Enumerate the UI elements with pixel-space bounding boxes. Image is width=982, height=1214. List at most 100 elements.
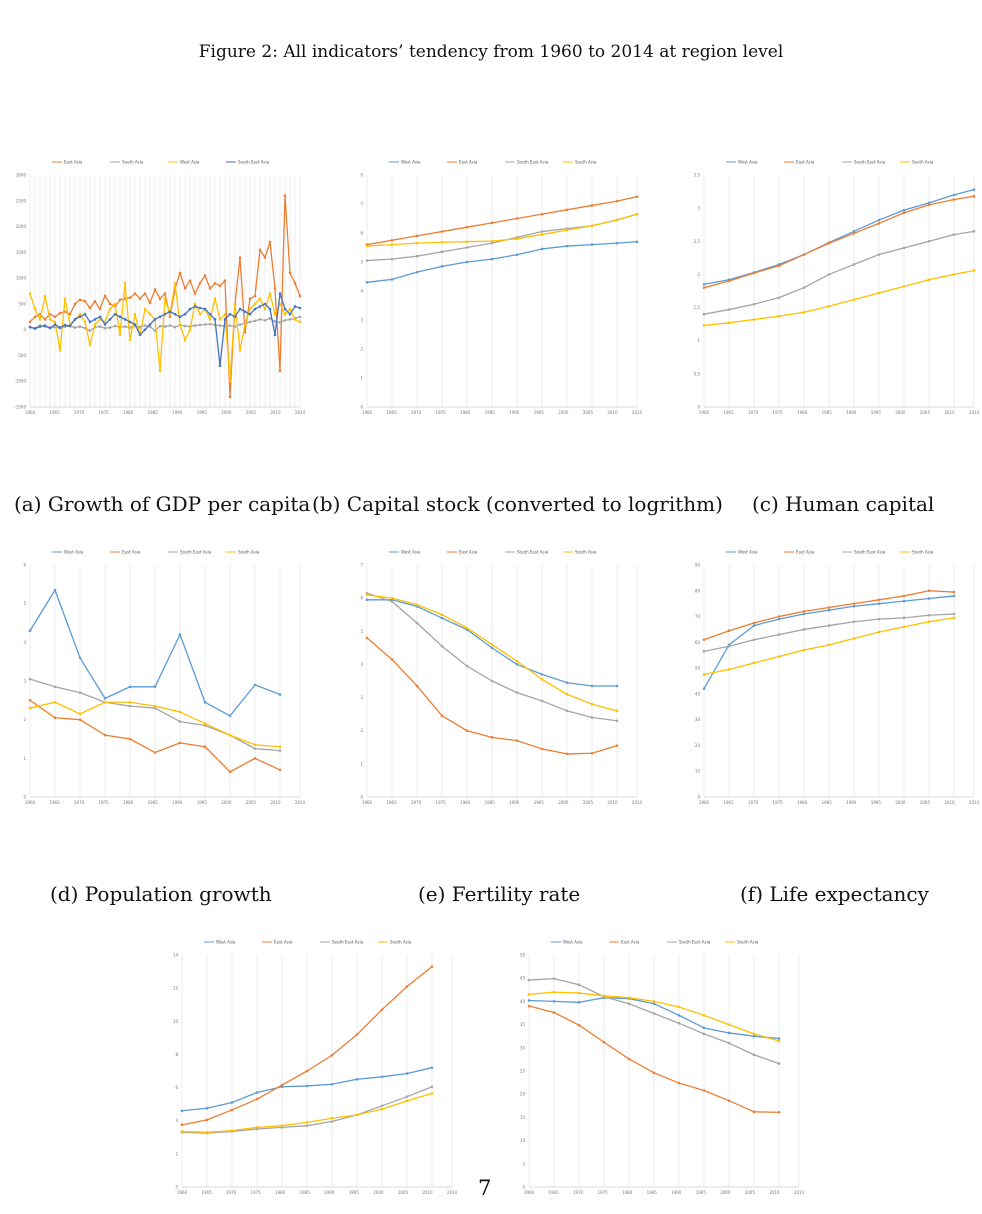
data-point bbox=[752, 1110, 756, 1114]
x-tick-label: 2010 bbox=[944, 410, 955, 415]
legend-label: South Asia bbox=[912, 550, 934, 555]
data-point bbox=[827, 643, 831, 647]
data-point bbox=[68, 324, 72, 328]
x-tick-label: 1990 bbox=[846, 410, 857, 415]
x-tick-label: 2005 bbox=[246, 800, 257, 805]
data-point bbox=[113, 302, 117, 306]
data-point bbox=[98, 325, 102, 328]
data-point bbox=[103, 700, 107, 704]
x-tick-label: 1990 bbox=[846, 800, 857, 805]
chart-panel-c: 3.5 3 2.5 2 1.5 1 0.5 0 1960 1965 1970 1975 1980 1985… bbox=[682, 155, 982, 425]
data-point bbox=[173, 281, 177, 285]
legend-label: East Asia bbox=[64, 160, 83, 165]
x-tick-label: 2000 bbox=[895, 410, 906, 415]
data-point bbox=[540, 747, 544, 751]
data-point bbox=[183, 312, 187, 316]
data-point bbox=[58, 348, 62, 352]
data-point bbox=[440, 616, 444, 620]
y-tick-label: 60 bbox=[695, 640, 701, 645]
data-point bbox=[198, 323, 202, 327]
y-tick-label: 6 bbox=[23, 563, 26, 568]
data-point bbox=[123, 325, 127, 328]
data-point bbox=[253, 302, 257, 306]
data-point bbox=[58, 311, 62, 315]
data-point bbox=[138, 333, 142, 337]
y-tick-label: 30 bbox=[520, 1045, 526, 1050]
y-tick-label: 6 bbox=[360, 596, 363, 601]
data-point bbox=[258, 305, 262, 308]
x-tick-label: 2014 bbox=[969, 410, 980, 415]
data-point bbox=[228, 312, 232, 316]
legend-label: West Asia bbox=[216, 940, 236, 945]
data-point bbox=[108, 307, 112, 311]
data-point bbox=[877, 222, 881, 225]
y-tick-label: 7 bbox=[360, 202, 363, 207]
data-point bbox=[902, 208, 906, 212]
data-point bbox=[777, 633, 781, 636]
data-point bbox=[465, 729, 469, 733]
data-point bbox=[228, 379, 232, 383]
y-tick-label: 50 bbox=[520, 953, 526, 958]
data-point bbox=[727, 279, 731, 283]
data-point bbox=[128, 296, 132, 300]
y-tick-label: 2 bbox=[697, 272, 700, 277]
data-point bbox=[93, 300, 97, 303]
data-point bbox=[877, 218, 881, 222]
y-tick-label: 0 bbox=[697, 405, 700, 410]
data-point bbox=[228, 714, 232, 718]
data-point bbox=[88, 343, 92, 347]
data-point bbox=[927, 201, 931, 205]
data-point bbox=[777, 617, 781, 621]
data-point bbox=[143, 324, 147, 327]
data-point bbox=[752, 1053, 756, 1057]
legend-label: West Asia bbox=[64, 550, 84, 555]
data-point bbox=[148, 301, 152, 305]
data-point bbox=[283, 307, 287, 311]
data-point bbox=[390, 278, 394, 281]
caption-e: (e) Fertility rate bbox=[418, 882, 581, 906]
x-tick-label: 1980 bbox=[275, 1190, 286, 1195]
data-point bbox=[153, 288, 157, 291]
data-point bbox=[877, 291, 881, 295]
data-point bbox=[365, 636, 369, 640]
data-point bbox=[365, 593, 369, 597]
x-tick-label: 2005 bbox=[920, 410, 931, 415]
x-tick-label: 1975 bbox=[436, 410, 447, 415]
legend-label: South East Asia bbox=[679, 940, 711, 945]
x-tick-label: 1965 bbox=[201, 1190, 212, 1195]
data-point bbox=[28, 292, 32, 295]
data-point bbox=[405, 1095, 409, 1098]
data-point bbox=[223, 318, 227, 321]
data-point bbox=[38, 325, 42, 328]
x-tick-label: 2014 bbox=[447, 1190, 458, 1195]
data-point bbox=[233, 302, 237, 306]
data-point bbox=[33, 307, 37, 311]
y-tick-label: 10 bbox=[520, 1138, 526, 1143]
data-point bbox=[183, 338, 187, 342]
legend-label: East Asia bbox=[621, 940, 640, 945]
data-point bbox=[330, 1120, 334, 1123]
data-point bbox=[268, 292, 272, 295]
data-point bbox=[178, 323, 182, 326]
data-point bbox=[293, 305, 297, 308]
data-point bbox=[248, 312, 252, 316]
legend-label: East Asia bbox=[122, 550, 141, 555]
data-point bbox=[635, 240, 639, 243]
data-point bbox=[128, 685, 132, 689]
data-point bbox=[83, 312, 87, 316]
data-point bbox=[118, 333, 122, 337]
data-point bbox=[228, 395, 232, 398]
data-point bbox=[298, 315, 302, 319]
data-point bbox=[972, 188, 976, 191]
data-point bbox=[230, 1129, 234, 1132]
data-point bbox=[802, 612, 806, 616]
data-point bbox=[188, 328, 192, 331]
x-tick-label: 2005 bbox=[583, 410, 594, 415]
y-tick-label: 1 bbox=[360, 761, 363, 766]
x-tick-label: 1980 bbox=[460, 410, 471, 415]
x-tick-label: 1965 bbox=[723, 410, 734, 415]
data-point bbox=[440, 644, 444, 648]
data-point bbox=[727, 629, 731, 633]
data-point bbox=[158, 369, 162, 373]
x-tick-label: 2000 bbox=[373, 1190, 384, 1195]
